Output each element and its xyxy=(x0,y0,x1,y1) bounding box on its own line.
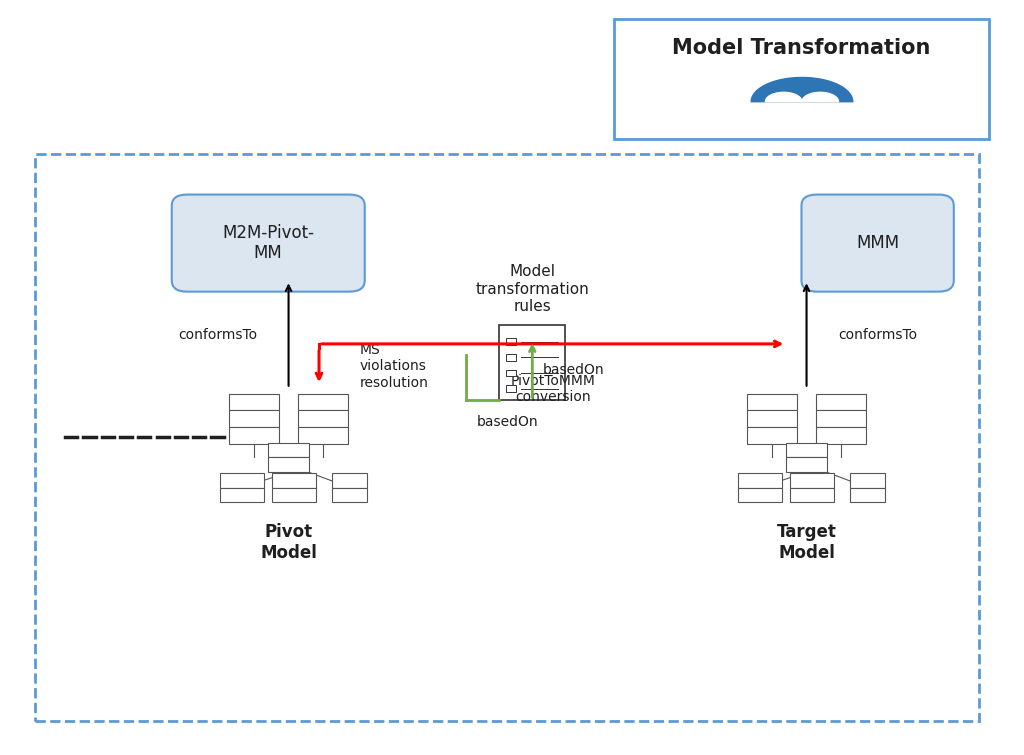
Bar xyxy=(786,442,826,458)
Bar xyxy=(786,458,826,472)
FancyBboxPatch shape xyxy=(802,195,953,291)
Bar xyxy=(816,393,866,411)
Bar xyxy=(272,488,316,502)
Text: basedOn: basedOn xyxy=(543,363,604,377)
Bar xyxy=(268,458,308,472)
Text: PivotToMMM
conversion: PivotToMMM conversion xyxy=(510,374,595,404)
Bar xyxy=(738,473,782,488)
Bar xyxy=(816,427,866,444)
Bar xyxy=(333,473,368,488)
Bar xyxy=(791,488,834,502)
Bar xyxy=(229,411,280,427)
Text: MS
violations
resolution: MS violations resolution xyxy=(359,343,428,390)
Bar xyxy=(298,411,348,427)
Text: Target
Model: Target Model xyxy=(776,523,837,562)
Bar xyxy=(816,411,866,427)
Text: MMM: MMM xyxy=(856,234,899,252)
Text: conformsTo: conformsTo xyxy=(838,328,918,341)
Bar xyxy=(229,427,280,444)
Text: Model Transformation: Model Transformation xyxy=(673,38,931,58)
FancyBboxPatch shape xyxy=(613,19,989,139)
Bar xyxy=(850,473,885,488)
Text: basedOn: basedOn xyxy=(476,415,538,430)
Bar xyxy=(738,488,782,502)
Bar xyxy=(298,393,348,411)
Bar xyxy=(507,354,515,361)
Text: Pivot
Model: Pivot Model xyxy=(260,523,317,562)
Bar xyxy=(850,488,885,502)
Bar xyxy=(791,473,834,488)
Bar xyxy=(268,442,308,458)
Bar xyxy=(748,427,798,444)
Bar xyxy=(220,488,264,502)
Bar xyxy=(500,325,565,400)
Bar xyxy=(507,370,515,377)
Bar xyxy=(272,473,316,488)
Text: Model
transformation
rules: Model transformation rules xyxy=(475,264,589,314)
Bar xyxy=(507,338,515,345)
Bar xyxy=(748,393,798,411)
Bar xyxy=(748,411,798,427)
FancyBboxPatch shape xyxy=(172,195,365,291)
Text: M2M-Pivot-
MM: M2M-Pivot- MM xyxy=(222,223,314,263)
Bar xyxy=(298,427,348,444)
Bar xyxy=(220,473,264,488)
Text: conformsTo: conformsTo xyxy=(178,328,257,341)
Bar xyxy=(333,488,368,502)
Bar xyxy=(229,393,280,411)
Bar xyxy=(507,385,515,392)
